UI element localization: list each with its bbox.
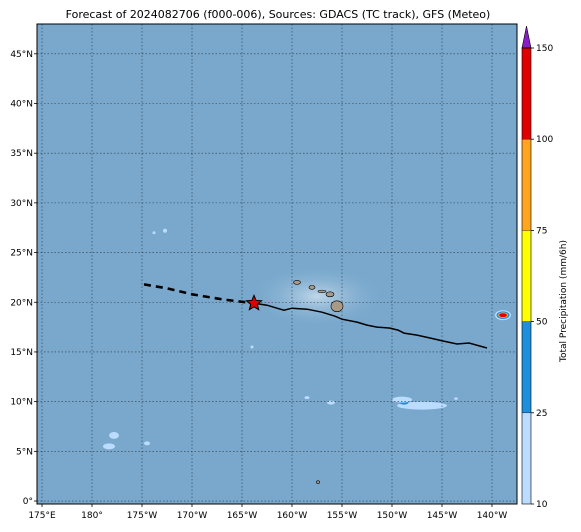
colorbar-tick-label: 75 — [536, 226, 547, 236]
lon-tick-label: 155°W — [327, 511, 358, 521]
lat-tick-label: 15°N — [10, 348, 33, 358]
colorbar-tick-label: 100 — [536, 135, 553, 145]
map-area[interactable] — [36, 23, 518, 505]
lat-tick-label: 35°N — [10, 149, 33, 159]
colorbar-segment — [522, 139, 531, 231]
lat-tick-label: 45°N — [10, 50, 33, 60]
colorbar: 10 25 50 75 100 150 Total Precipitation (mm/6… — [521, 25, 569, 510]
track-layer — [143, 283, 488, 349]
lat-ticks: 0° 5°N 10°N 15°N 20°N 25°N 30°N 35°N 40°N 45°N — [10, 50, 37, 507]
lon-tick-label: 180° — [81, 511, 103, 521]
lat-tick-label: 20°N — [10, 298, 33, 308]
colorbar-ticks: 10 25 50 75 100 150 — [522, 44, 553, 510]
precip-patch — [109, 431, 119, 439]
lon-tick-label: 175°E — [28, 511, 56, 521]
precip-patch — [163, 228, 167, 233]
lon-tick-label: 160°W — [277, 511, 308, 521]
precip-patch — [454, 397, 458, 400]
lon-tick-label: 165°W — [227, 511, 258, 521]
colorbar-tick-label: 25 — [536, 409, 547, 419]
lat-tick-label: 40°N — [10, 100, 33, 110]
precip-patch — [304, 396, 310, 400]
lat-tick-label: 0° — [23, 497, 33, 507]
island-kiritimati — [316, 480, 320, 484]
precip-patch — [144, 441, 150, 446]
colorbar-segments — [521, 25, 532, 505]
storm-position-star-icon[interactable] — [245, 293, 263, 311]
track-forecast-line — [143, 283, 255, 305]
precip-patch — [152, 231, 156, 235]
colorbar-segment — [522, 48, 531, 140]
lon-tick-label: 170°W — [177, 511, 208, 521]
lat-tick-label: 5°N — [16, 447, 33, 457]
island-kauai — [293, 280, 301, 285]
lon-tick-label: 175°W — [127, 511, 158, 521]
map-frame — [36, 23, 518, 505]
colorbar-segment — [522, 230, 531, 322]
island-oahu — [308, 285, 316, 290]
island-hawaii — [330, 300, 344, 313]
hawaii-glow — [247, 264, 387, 329]
lat-tick-label: 30°N — [10, 199, 33, 209]
island-layer — [293, 280, 344, 484]
colorbar-title: Total Precipitation (mm/6h) — [559, 240, 569, 363]
precip-patch — [397, 401, 447, 410]
colorbar-tick-label: 150 — [536, 44, 553, 54]
lon-tick-label: 150°W — [377, 511, 408, 521]
lon-tick-label: 145°W — [427, 511, 458, 521]
lat-tick-label: 25°N — [10, 249, 33, 259]
precip-patch — [327, 400, 335, 405]
ocean-background — [37, 24, 517, 504]
precip-layer — [103, 228, 511, 450]
map-title: Forecast of 2024082706 (f000-006), Sourc… — [66, 8, 491, 21]
precip-patch — [250, 345, 254, 349]
lon-tick-label: 140°W — [477, 511, 508, 521]
colorbar-segment — [522, 321, 531, 413]
precip-patch — [103, 443, 115, 450]
island-maui — [325, 291, 335, 298]
colorbar-tick-label: 50 — [536, 318, 548, 328]
lon-ticks: 175°E 180° 175°W 170°W 165°W 160°W 155°W 150°W 1… — [28, 504, 507, 521]
colorbar-tick-label: 10 — [536, 500, 548, 510]
colorbar-segment — [522, 412, 531, 504]
colorbar-extend-arrow — [521, 25, 532, 49]
grid-layer — [37, 24, 517, 504]
island-molokai — [317, 289, 327, 293]
lat-tick-label: 10°N — [10, 398, 33, 408]
precip-patch — [392, 396, 412, 403]
precip-patch — [499, 313, 507, 318]
track-observed-line — [253, 302, 488, 349]
